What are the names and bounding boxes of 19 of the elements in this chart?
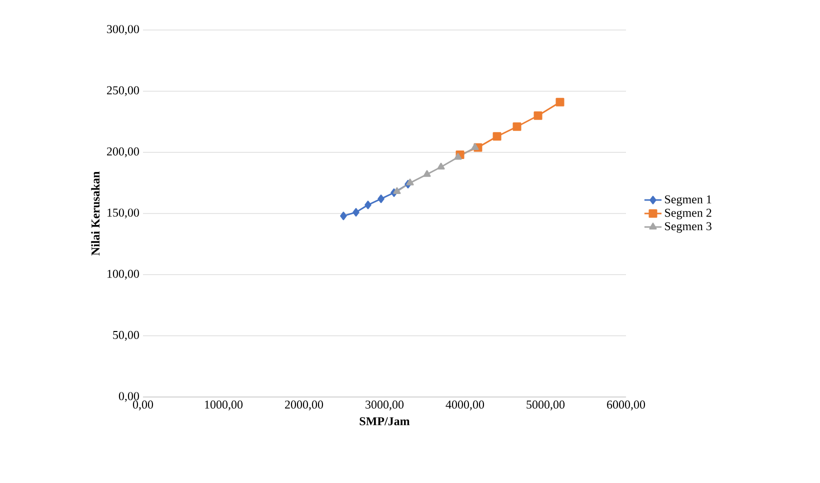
x-tick-label: 5000,00 — [526, 400, 565, 410]
y-tick-label: 200,00 — [107, 147, 140, 158]
x-tick-label: 4000,00 — [446, 400, 484, 410]
x-tick-label: 1000,00 — [205, 400, 243, 410]
legend-label: Segmen 2 — [665, 208, 712, 220]
x-tick-label: 2000,00 — [285, 400, 324, 410]
y-axis-title: Nilai Kerusakan — [91, 172, 100, 256]
x-axis-title: SMP/Jam — [360, 417, 410, 426]
y-tick-label: 250,00 — [107, 86, 140, 96]
x-tick-label: 0,00 — [132, 400, 154, 410]
x-tick-label: 6000,00 — [607, 400, 646, 410]
y-tick-label: 0,00 — [118, 392, 140, 402]
y-tick-label: 150,00 — [108, 208, 140, 218]
x-tick-label: 3000,00 — [366, 400, 404, 410]
legend-label: Segmen 3 — [665, 222, 712, 233]
y-tick-label: 50,00 — [113, 330, 140, 341]
y-tick-label: 100,00 — [108, 270, 140, 280]
legend-label: Segmen 1 — [665, 195, 712, 206]
y-tick-label: 300,00 — [107, 25, 140, 35]
